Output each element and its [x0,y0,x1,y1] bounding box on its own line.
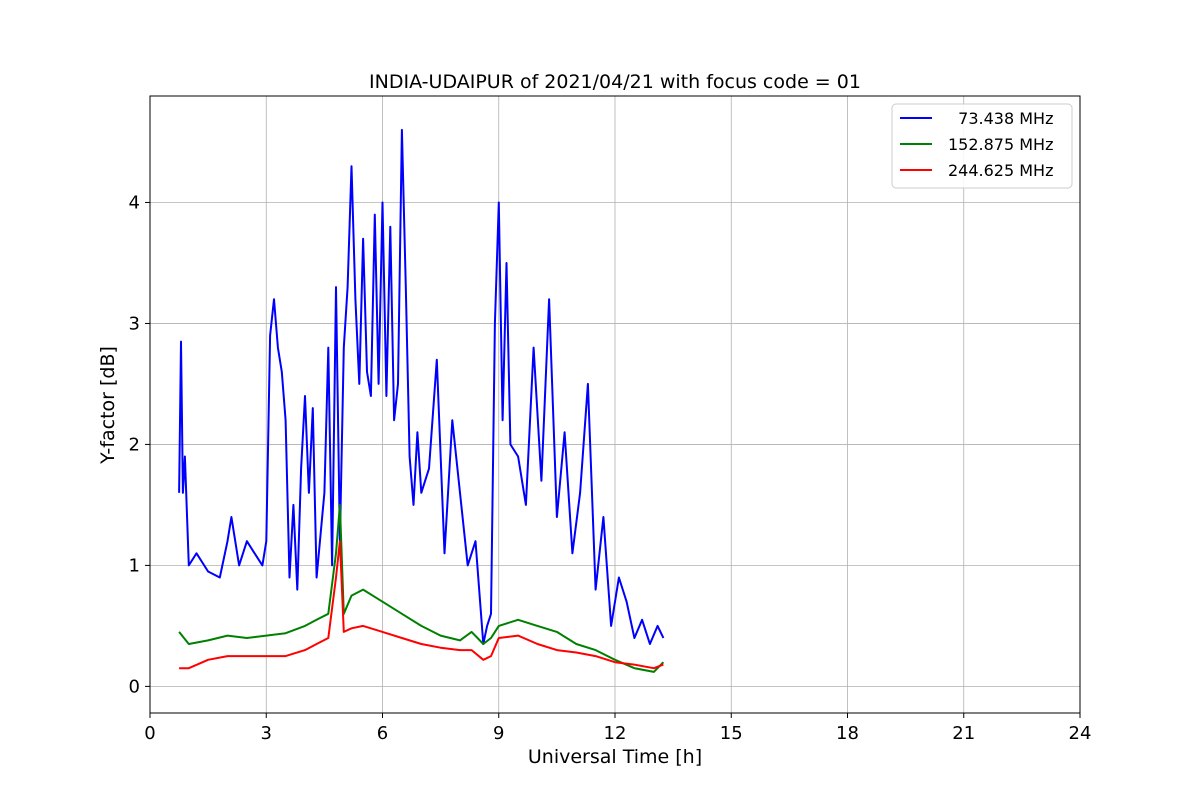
x-axis-ticks: 0 3 6 9 12 15 18 21 24 [144,713,1091,744]
y-tick-label: 0 [129,676,140,697]
series-line-3 [179,540,664,670]
legend-label-3: 244.625 MHz [948,161,1053,180]
y-tick-label: 4 [129,192,140,213]
y-tick-label: 2 [129,434,140,455]
x-tick-label: 18 [836,723,859,744]
x-tick-label: 15 [720,723,743,744]
series-line-1 [178,128,665,645]
legend: 73.438 MHz 152.875 MHz 244.625 MHz [891,103,1073,189]
y-tick-label: 3 [129,313,140,334]
series-line-2 [178,503,665,673]
x-tick-label: 12 [604,723,627,744]
chart-title: INDIA-UDAIPUR of 2021/04/21 with focus c… [369,71,861,93]
x-tick-label: 3 [261,723,272,744]
legend-label-2: 152.875 MHz [948,135,1053,154]
x-tick-label: 9 [493,723,504,744]
x-tick-label: 24 [1069,723,1092,744]
y-axis-label: Y-factor [dB] [97,346,119,465]
series-layer [178,128,665,673]
y-tick-label: 1 [129,555,140,576]
x-tick-label: 21 [952,723,975,744]
x-tick-label: 0 [144,723,155,744]
legend-label-1: 73.438 MHz [948,109,1053,128]
y-axis-ticks: 0 1 2 3 4 [129,192,150,697]
x-axis-label: Universal Time [h] [528,746,702,768]
legend-box [891,103,1073,189]
x-tick-label: 6 [377,723,388,744]
